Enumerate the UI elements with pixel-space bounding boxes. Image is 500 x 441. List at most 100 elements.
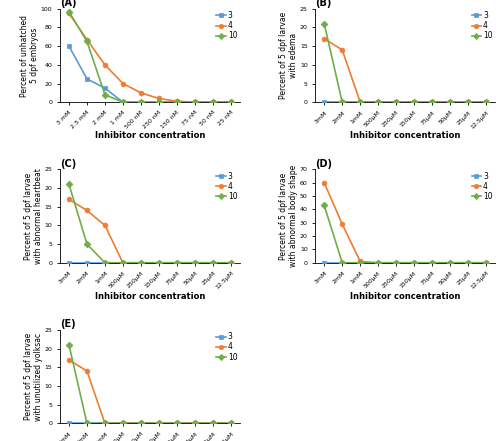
10 <box>228 100 234 105</box>
Line: 4: 4 <box>66 11 233 105</box>
3 <box>138 100 144 105</box>
4 <box>429 260 435 265</box>
4 <box>84 37 90 42</box>
3 <box>210 421 216 426</box>
3 <box>321 100 327 105</box>
4 <box>84 208 90 213</box>
3 <box>228 260 234 265</box>
3 <box>429 260 435 265</box>
10 <box>174 100 180 105</box>
10 <box>393 100 399 105</box>
Legend: 3, 4, 10: 3, 4, 10 <box>216 10 238 41</box>
X-axis label: Inhibitor concentration: Inhibitor concentration <box>94 292 205 301</box>
3 <box>447 260 453 265</box>
10 <box>321 203 327 208</box>
Text: (D): (D) <box>315 159 332 168</box>
10 <box>357 260 363 265</box>
Y-axis label: Percent of 5 dpf larvae
with unutilized yolksac: Percent of 5 dpf larvae with unutilized … <box>24 333 43 421</box>
Line: 3: 3 <box>66 260 233 265</box>
4 <box>447 100 453 105</box>
4 <box>102 223 108 228</box>
4 <box>156 260 162 265</box>
10 <box>339 260 345 265</box>
3 <box>156 100 162 105</box>
3 <box>483 260 489 265</box>
10 <box>465 260 471 265</box>
4 <box>411 100 417 105</box>
4 <box>120 421 126 426</box>
4 <box>357 259 363 264</box>
Y-axis label: Percent of unhatched
5 dpf embryos: Percent of unhatched 5 dpf embryos <box>20 15 40 97</box>
3 <box>84 76 90 82</box>
3 <box>84 421 90 426</box>
Line: 10: 10 <box>66 9 233 105</box>
4 <box>228 260 234 265</box>
10 <box>156 421 162 426</box>
3 <box>120 421 126 426</box>
4 <box>174 99 180 104</box>
3 <box>228 421 234 426</box>
4 <box>393 100 399 105</box>
10 <box>102 92 108 97</box>
3 <box>102 260 108 265</box>
4 <box>138 90 144 96</box>
3 <box>357 260 363 265</box>
Text: (E): (E) <box>60 319 76 329</box>
Line: 3: 3 <box>66 421 233 426</box>
4 <box>375 100 381 105</box>
10 <box>411 100 417 105</box>
Line: 4: 4 <box>322 36 488 105</box>
10 <box>84 39 90 44</box>
10 <box>375 260 381 265</box>
3 <box>102 86 108 91</box>
Line: 10: 10 <box>322 203 488 265</box>
Y-axis label: Percent of 5 dpf larvae
with edema: Percent of 5 dpf larvae with edema <box>279 12 298 99</box>
3 <box>321 260 327 265</box>
3 <box>393 100 399 105</box>
4 <box>228 100 234 105</box>
3 <box>192 421 198 426</box>
3 <box>138 421 144 426</box>
4 <box>465 100 471 105</box>
10 <box>210 100 216 105</box>
4 <box>321 36 327 41</box>
3 <box>465 260 471 265</box>
Y-axis label: Percent of 5 dpf larvae
with abnormal heartbeat: Percent of 5 dpf larvae with abnormal he… <box>24 168 43 264</box>
4 <box>357 100 363 105</box>
3 <box>120 100 126 105</box>
3 <box>357 100 363 105</box>
10 <box>339 100 345 105</box>
4 <box>174 421 180 426</box>
10 <box>66 182 72 187</box>
3 <box>210 100 216 105</box>
Line: 4: 4 <box>66 197 233 265</box>
4 <box>393 260 399 265</box>
4 <box>210 100 216 105</box>
3 <box>465 100 471 105</box>
4 <box>102 421 108 426</box>
10 <box>210 421 216 426</box>
10 <box>138 260 144 265</box>
4 <box>66 197 72 202</box>
4 <box>339 221 345 227</box>
10 <box>411 260 417 265</box>
3 <box>447 100 453 105</box>
4 <box>192 260 198 265</box>
4 <box>66 357 72 363</box>
4 <box>192 100 198 105</box>
4 <box>156 421 162 426</box>
4 <box>138 421 144 426</box>
4 <box>120 81 126 86</box>
10 <box>84 242 90 247</box>
Legend: 3, 4, 10: 3, 4, 10 <box>471 10 494 41</box>
10 <box>483 260 489 265</box>
Line: 3: 3 <box>66 44 233 105</box>
3 <box>102 421 108 426</box>
3 <box>411 100 417 105</box>
Line: 10: 10 <box>66 343 233 426</box>
X-axis label: Inhibitor concentration: Inhibitor concentration <box>350 131 461 140</box>
3 <box>66 421 72 426</box>
Text: (A): (A) <box>60 0 76 8</box>
3 <box>429 100 435 105</box>
Line: 10: 10 <box>66 182 233 265</box>
